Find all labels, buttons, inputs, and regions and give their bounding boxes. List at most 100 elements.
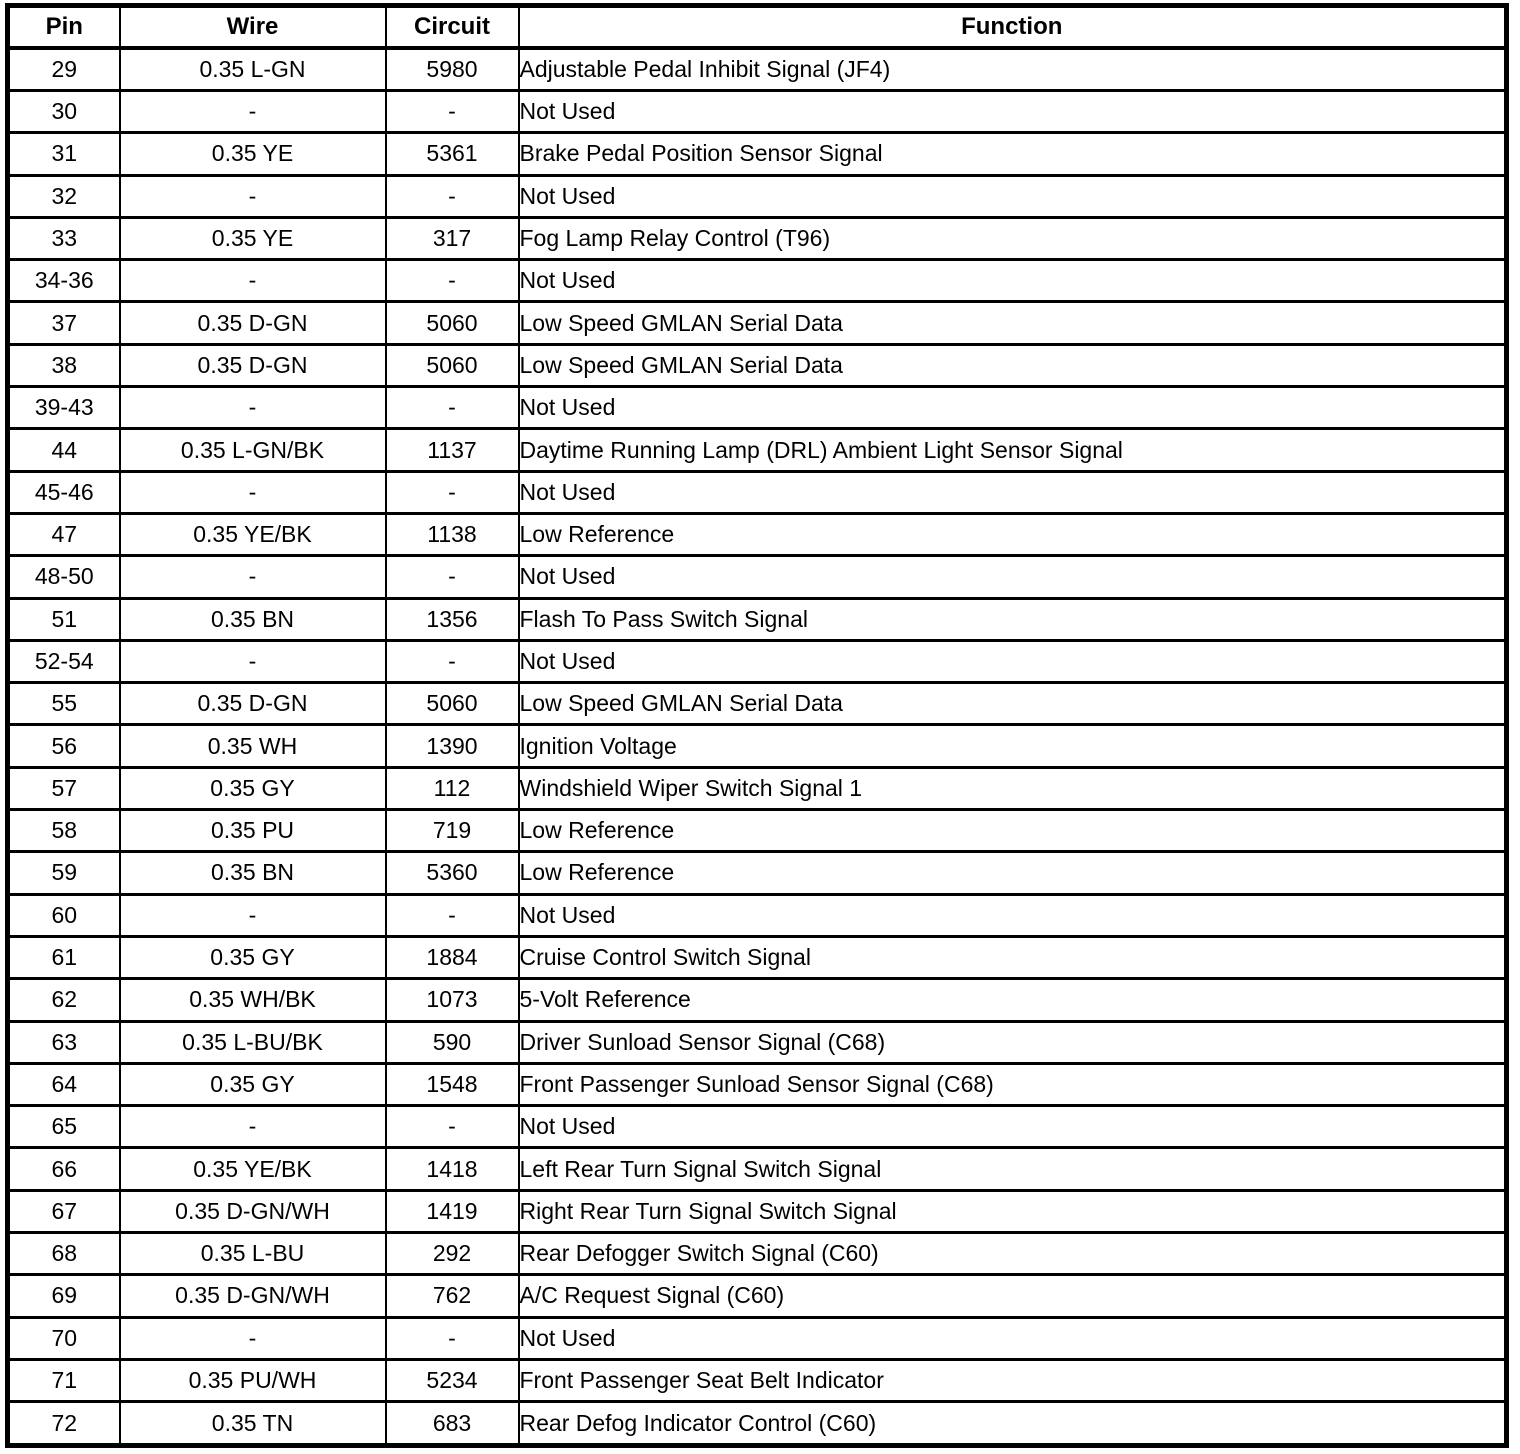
wire-cell: - bbox=[118, 638, 387, 685]
function-cell: Not Used bbox=[517, 892, 1508, 938]
wire-cell: 0.35 L-GN/BK bbox=[118, 427, 387, 473]
wire-cell: - bbox=[118, 385, 387, 431]
wire-cell: 0.35 TN bbox=[118, 1400, 387, 1447]
table-row: 69 0.35 D-GN/WH 762 A/C Request Signal (C60… bbox=[6, 1273, 1508, 1319]
table-row: 57 0.35 GY 112 Windshield Wiper Switch Sign… bbox=[6, 765, 1508, 812]
function-cell: Not Used bbox=[517, 385, 1508, 431]
column-header-circuit: Circuit bbox=[384, 4, 520, 50]
pin-cell: 59 bbox=[6, 850, 121, 896]
function-cell: Front Passenger Sunload Sensor Signal (C… bbox=[517, 1061, 1508, 1108]
table-row: 48-50- - Not Used bbox=[6, 554, 1508, 600]
wire-cell: 0.35 PU/WH bbox=[118, 1357, 387, 1404]
wire-cell: 0.35 BN bbox=[118, 850, 387, 896]
wire-cell: 0.35 YE bbox=[118, 131, 387, 177]
wire-cell: 0.35 BN bbox=[118, 596, 387, 642]
table-row: 62 0.35 WH/BK 1073 5-Volt Reference bbox=[6, 977, 1508, 1023]
circuit-cell: 5360 bbox=[384, 850, 520, 896]
function-cell: Brake Pedal Position Sensor Signal bbox=[517, 131, 1508, 177]
pin-cell: 72 bbox=[6, 1400, 121, 1447]
wire-cell: 0.35 PU bbox=[118, 808, 387, 854]
circuit-cell: 5361 bbox=[384, 131, 520, 177]
pin-cell: 45-46 bbox=[6, 469, 121, 515]
pin-cell: 30 bbox=[6, 88, 121, 135]
table-row: 59 0.35 BN 5360 Low Reference bbox=[6, 850, 1508, 896]
pin-cell: 38 bbox=[6, 342, 121, 389]
function-cell: Cruise Control Switch Signal bbox=[517, 934, 1508, 981]
function-cell: Low Speed GMLAN Serial Data bbox=[517, 300, 1508, 346]
wire-cell: 0.35 GY bbox=[118, 934, 387, 981]
circuit-cell: 292 bbox=[384, 1231, 520, 1277]
table-row: 72 0.35 TN 683 Rear Defog Indicator Control… bbox=[6, 1400, 1508, 1447]
wire-cell: 0.35 L-BU bbox=[118, 1231, 387, 1277]
pin-cell: 31 bbox=[6, 131, 121, 177]
header-row: Pin Wire Circuit Function bbox=[6, 4, 1508, 50]
function-cell: Right Rear Turn Signal Switch Signal bbox=[517, 1188, 1508, 1235]
pin-cell: 64 bbox=[6, 1061, 121, 1108]
table-row: 70- - Not Used bbox=[6, 1315, 1508, 1361]
wire-cell: 0.35 D-GN/WH bbox=[118, 1188, 387, 1235]
pin-cell: 37 bbox=[6, 300, 121, 346]
function-cell: Adjustable Pedal Inhibit Signal (JF4) bbox=[517, 46, 1508, 92]
function-cell: Not Used bbox=[517, 638, 1508, 685]
function-cell: Not Used bbox=[517, 469, 1508, 515]
pin-cell: 60 bbox=[6, 892, 121, 938]
wire-cell: - bbox=[118, 554, 387, 600]
pin-cell: 58 bbox=[6, 808, 121, 854]
wire-cell: - bbox=[118, 469, 387, 515]
circuit-cell: 5980 bbox=[384, 46, 520, 92]
wire-cell: - bbox=[118, 258, 387, 304]
pin-cell: 32 bbox=[6, 173, 121, 219]
circuit-cell: - bbox=[384, 1104, 520, 1150]
circuit-cell: - bbox=[384, 88, 520, 135]
pin-cell: 33 bbox=[6, 215, 121, 262]
wire-cell: 0.35 WH bbox=[118, 723, 387, 769]
circuit-cell: 1073 bbox=[384, 977, 520, 1023]
table-row: 56 0.35 WH 1390 Ignition Voltage bbox=[6, 723, 1508, 769]
circuit-cell: 1356 bbox=[384, 596, 520, 642]
wire-cell: 0.35 GY bbox=[118, 765, 387, 812]
pin-cell: 56 bbox=[6, 723, 121, 769]
column-header-function: Function bbox=[517, 4, 1508, 50]
wire-cell: 0.35 GY bbox=[118, 1061, 387, 1108]
table-row: 60- - Not Used bbox=[6, 892, 1508, 938]
circuit-cell: - bbox=[384, 638, 520, 685]
wire-cell: 0.35 YE/BK bbox=[118, 1146, 387, 1192]
circuit-cell: 1419 bbox=[384, 1188, 520, 1235]
table-row: 68 0.35 L-BU 292 Rear Defogger Switch Signa… bbox=[6, 1231, 1508, 1277]
pin-cell: 47 bbox=[6, 511, 121, 558]
pin-cell: 51 bbox=[6, 596, 121, 642]
function-cell: Low Speed GMLAN Serial Data bbox=[517, 342, 1508, 389]
table-row: 34-36- - Not Used bbox=[6, 258, 1508, 304]
circuit-cell: 590 bbox=[384, 1019, 520, 1065]
table-row: 37 0.35 D-GN 5060 Low Speed GMLAN Serial Da… bbox=[6, 300, 1508, 346]
function-cell: Ignition Voltage bbox=[517, 723, 1508, 769]
table-row: 55 0.35 D-GN 5060 Low Speed GMLAN Serial Da… bbox=[6, 681, 1508, 727]
circuit-cell: 1884 bbox=[384, 934, 520, 981]
function-cell: Not Used bbox=[517, 1104, 1508, 1150]
table-row: 31 0.35 YE 5361 Brake Pedal Position Sensor… bbox=[6, 131, 1508, 177]
function-cell: Left Rear Turn Signal Switch Signal bbox=[517, 1146, 1508, 1192]
function-cell: Driver Sunload Sensor Signal (C68) bbox=[517, 1019, 1508, 1065]
table-row: 29 0.35 L-GN 5980 Adjustable Pedal Inhibit … bbox=[6, 46, 1508, 92]
function-cell: Low Reference bbox=[517, 808, 1508, 854]
function-cell: Not Used bbox=[517, 88, 1508, 135]
circuit-cell: 5234 bbox=[384, 1357, 520, 1404]
circuit-cell: 317 bbox=[384, 215, 520, 262]
circuit-cell: 719 bbox=[384, 808, 520, 854]
pin-cell: 55 bbox=[6, 681, 121, 727]
pin-cell: 39-43 bbox=[6, 385, 121, 431]
wire-cell: 0.35 D-GN/WH bbox=[118, 1273, 387, 1319]
function-cell: 5-Volt Reference bbox=[517, 977, 1508, 1023]
wire-cell: 0.35 L-BU/BK bbox=[118, 1019, 387, 1065]
table-row: 71 0.35 PU/WH 5234 Front Passenger Seat Bel… bbox=[6, 1357, 1508, 1404]
pin-cell: 63 bbox=[6, 1019, 121, 1065]
wire-cell: 0.35 YE/BK bbox=[118, 511, 387, 558]
circuit-cell: 683 bbox=[384, 1400, 520, 1447]
pin-cell: 69 bbox=[6, 1273, 121, 1319]
table-row: 33 0.35 YE 317 Fog Lamp Relay Control (T96) bbox=[6, 215, 1508, 262]
circuit-cell: 1548 bbox=[384, 1061, 520, 1108]
function-cell: Rear Defog Indicator Control (C60) bbox=[517, 1400, 1508, 1447]
circuit-cell: 1137 bbox=[384, 427, 520, 473]
function-cell: Flash To Pass Switch Signal bbox=[517, 596, 1508, 642]
